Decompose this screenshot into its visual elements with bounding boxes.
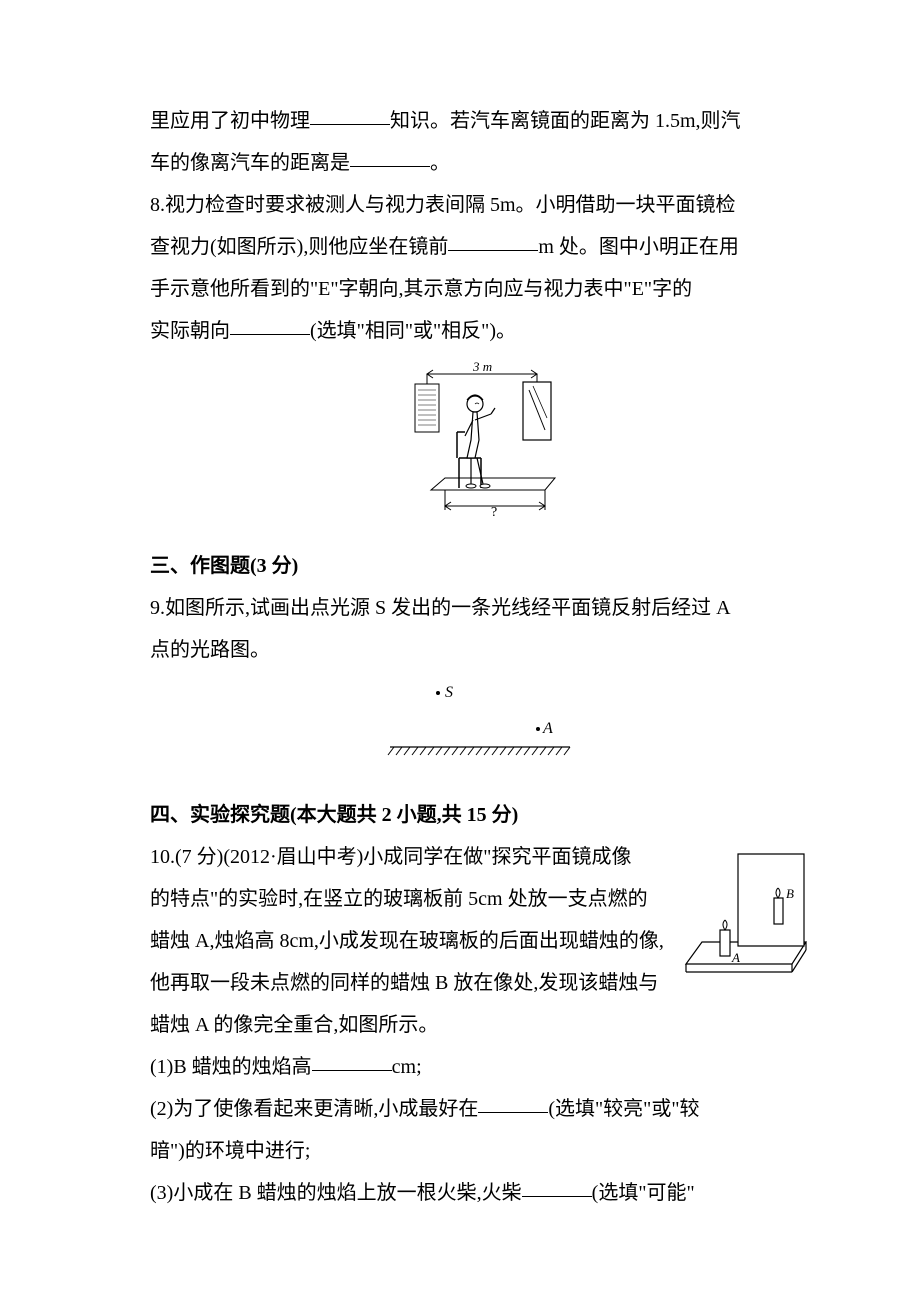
q8-question-mark: ?: [491, 505, 497, 520]
q8-line2: 查视力(如图所示),则他应坐在镜前 m 处。图中小明正在用: [150, 226, 810, 268]
q9-label-a: A: [542, 720, 553, 737]
q8-blank-2: [230, 314, 310, 335]
q8-figure-svg: 3 m: [395, 360, 565, 520]
q8-text-4b: (选填"相同"或"相反")。: [310, 320, 516, 342]
q9-line2: 点的光路图。: [150, 629, 810, 671]
section3-heading: 三、作图题(3 分): [150, 545, 810, 587]
q7-text-1a: 里应用了初中物理: [150, 110, 310, 132]
q8-text-4a: 实际朝向: [150, 320, 230, 342]
q8-text-2b: m 处。图中小明正在用: [538, 236, 739, 258]
q7-text-2a: 车的像离汽车的距离是: [150, 152, 350, 174]
q10-figure: A B: [680, 842, 810, 997]
q7-line1: 里应用了初中物理 知识。若汽车离镜面的距离为 1.5m,则汽: [150, 100, 810, 142]
q8-line4: 实际朝向 (选填"相同"或"相反")。: [150, 310, 810, 352]
q10-sub2-line2: 暗")的环境中进行;: [150, 1130, 810, 1172]
q7-blank-1: [310, 104, 390, 125]
q10-sub2-a: (2)为了使像看起来更清晰,小成最好在: [150, 1098, 478, 1120]
q10-sub1: (1)B 蜡烛的烛焰高 cm;: [150, 1046, 810, 1088]
page: 里应用了初中物理 知识。若汽车离镜面的距离为 1.5m,则汽 车的像离汽车的距离是…: [0, 0, 920, 1302]
q9-line1: 9.如图所示,试画出点光源 S 发出的一条光线经平面镜反射后经过 A: [150, 587, 810, 629]
q7-blank-2: [350, 146, 430, 167]
q8-blank-1: [448, 230, 538, 251]
q10-sub2-b: (选填"较亮"或"较: [548, 1098, 699, 1120]
q7-text-2b: 。: [430, 152, 450, 174]
q10-sub2-line1: (2)为了使像看起来更清晰,小成最好在 (选填"较亮"或"较: [150, 1088, 810, 1130]
q10-blank-1: [312, 1050, 392, 1071]
q10-blank-2: [478, 1092, 548, 1113]
q8-text-2a: 查视力(如图所示),则他应坐在镜前: [150, 236, 448, 258]
q10-sub1-b: cm;: [392, 1056, 422, 1078]
q8-line3: 手示意他所看到的"E"字朝向,其示意方向应与视力表中"E"字的: [150, 268, 810, 310]
q9-figure: S A: [150, 679, 810, 784]
q10-blank-3: [522, 1176, 592, 1197]
q10-sub3-b: (选填"可能": [592, 1182, 695, 1204]
q10-sub3: (3)小成在 B 蜡烛的烛焰上放一根火柴,火柴 (选填"可能": [150, 1172, 810, 1214]
q10-line5: 蜡烛 A 的像完全重合,如图所示。: [150, 1004, 810, 1046]
q8-dim-label: 3 m: [472, 360, 492, 374]
q10-sub1-a: (1)B 蜡烛的烛焰高: [150, 1056, 312, 1078]
section4-heading: 四、实验探究题(本大题共 2 小题,共 15 分): [150, 794, 810, 836]
q10-figure-svg: A B: [680, 842, 810, 982]
q10-block: A B 10.(7 分)(2012·眉山中考)小成同学在做"探究平面镜成像 的特…: [150, 836, 810, 1046]
q7-text-1b: 知识。若汽车离镜面的距离为 1.5m,则汽: [390, 110, 741, 132]
q10-sub3-a: (3)小成在 B 蜡烛的烛焰上放一根火柴,火柴: [150, 1182, 522, 1204]
q7-line2: 车的像离汽车的距离是 。: [150, 142, 810, 184]
q10-label-a: A: [731, 950, 740, 965]
q8-figure: 3 m: [150, 360, 810, 535]
q10-label-b: B: [786, 886, 794, 901]
q8-line1: 8.视力检查时要求被测人与视力表间隔 5m。小明借助一块平面镜检: [150, 184, 810, 226]
q9-label-s: S: [445, 684, 453, 701]
q9-figure-svg: S A: [370, 679, 590, 769]
